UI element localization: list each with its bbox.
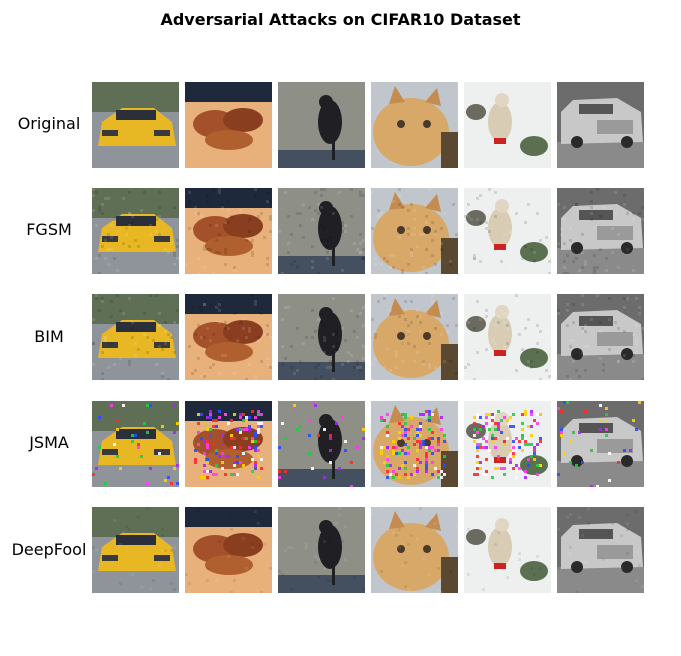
image-tile xyxy=(92,188,179,274)
image-tile xyxy=(278,294,365,380)
image-tile xyxy=(92,507,179,593)
cifar-image xyxy=(185,401,272,487)
cifar-image xyxy=(371,188,458,274)
image-tile xyxy=(464,82,551,168)
image-tile xyxy=(371,294,458,380)
image-tile xyxy=(371,507,458,593)
image-tile xyxy=(371,401,458,487)
cifar-image xyxy=(185,294,272,380)
figure-title: Adversarial Attacks on CIFAR10 Dataset xyxy=(160,10,521,29)
image-tile xyxy=(185,82,272,168)
cifar-image xyxy=(185,82,272,168)
cifar-image xyxy=(371,401,458,487)
cifar-image xyxy=(464,188,551,274)
cifar-image xyxy=(278,401,365,487)
cifar-image xyxy=(464,82,551,168)
image-tile xyxy=(185,401,272,487)
image-tile xyxy=(278,507,365,593)
cifar-image xyxy=(92,507,179,593)
cifar-image xyxy=(557,507,644,593)
cifar-image xyxy=(557,82,644,168)
cifar-image xyxy=(557,294,644,380)
image-tile xyxy=(185,188,272,274)
image-tile xyxy=(278,82,365,168)
cifar-image xyxy=(278,188,365,274)
image-tile xyxy=(557,401,644,487)
image-tile xyxy=(185,294,272,380)
image-tile xyxy=(557,188,644,274)
row-label-deepfool: DeepFool xyxy=(11,540,87,559)
cifar-image xyxy=(92,188,179,274)
cifar-image xyxy=(278,294,365,380)
image-tile xyxy=(557,507,644,593)
row-label-original: Original xyxy=(17,114,81,133)
image-tile xyxy=(371,82,458,168)
row-label-bim: BIM xyxy=(34,327,64,346)
cifar-image xyxy=(371,294,458,380)
cifar-image xyxy=(557,401,644,487)
image-tile xyxy=(464,188,551,274)
cifar-image xyxy=(92,401,179,487)
image-tile xyxy=(371,188,458,274)
image-tile xyxy=(464,294,551,380)
cifar-image xyxy=(464,294,551,380)
cifar-image xyxy=(278,82,365,168)
cifar-image xyxy=(185,507,272,593)
image-tile xyxy=(92,294,179,380)
cifar-image xyxy=(185,188,272,274)
cifar-image xyxy=(464,401,551,487)
cifar-image xyxy=(371,507,458,593)
image-tile xyxy=(464,401,551,487)
image-tile xyxy=(464,507,551,593)
cifar-image xyxy=(92,294,179,380)
image-tile xyxy=(185,507,272,593)
image-tile xyxy=(557,294,644,380)
cifar-image xyxy=(278,507,365,593)
cifar-image xyxy=(557,188,644,274)
cifar-image xyxy=(464,507,551,593)
image-tile xyxy=(278,188,365,274)
row-label-fgsm: FGSM xyxy=(26,220,72,239)
cifar-image xyxy=(371,82,458,168)
image-tile xyxy=(278,401,365,487)
image-tile xyxy=(92,401,179,487)
cifar-image xyxy=(92,82,179,168)
row-label-jsma: JSMA xyxy=(29,433,69,452)
image-tile xyxy=(92,82,179,168)
image-tile xyxy=(557,82,644,168)
